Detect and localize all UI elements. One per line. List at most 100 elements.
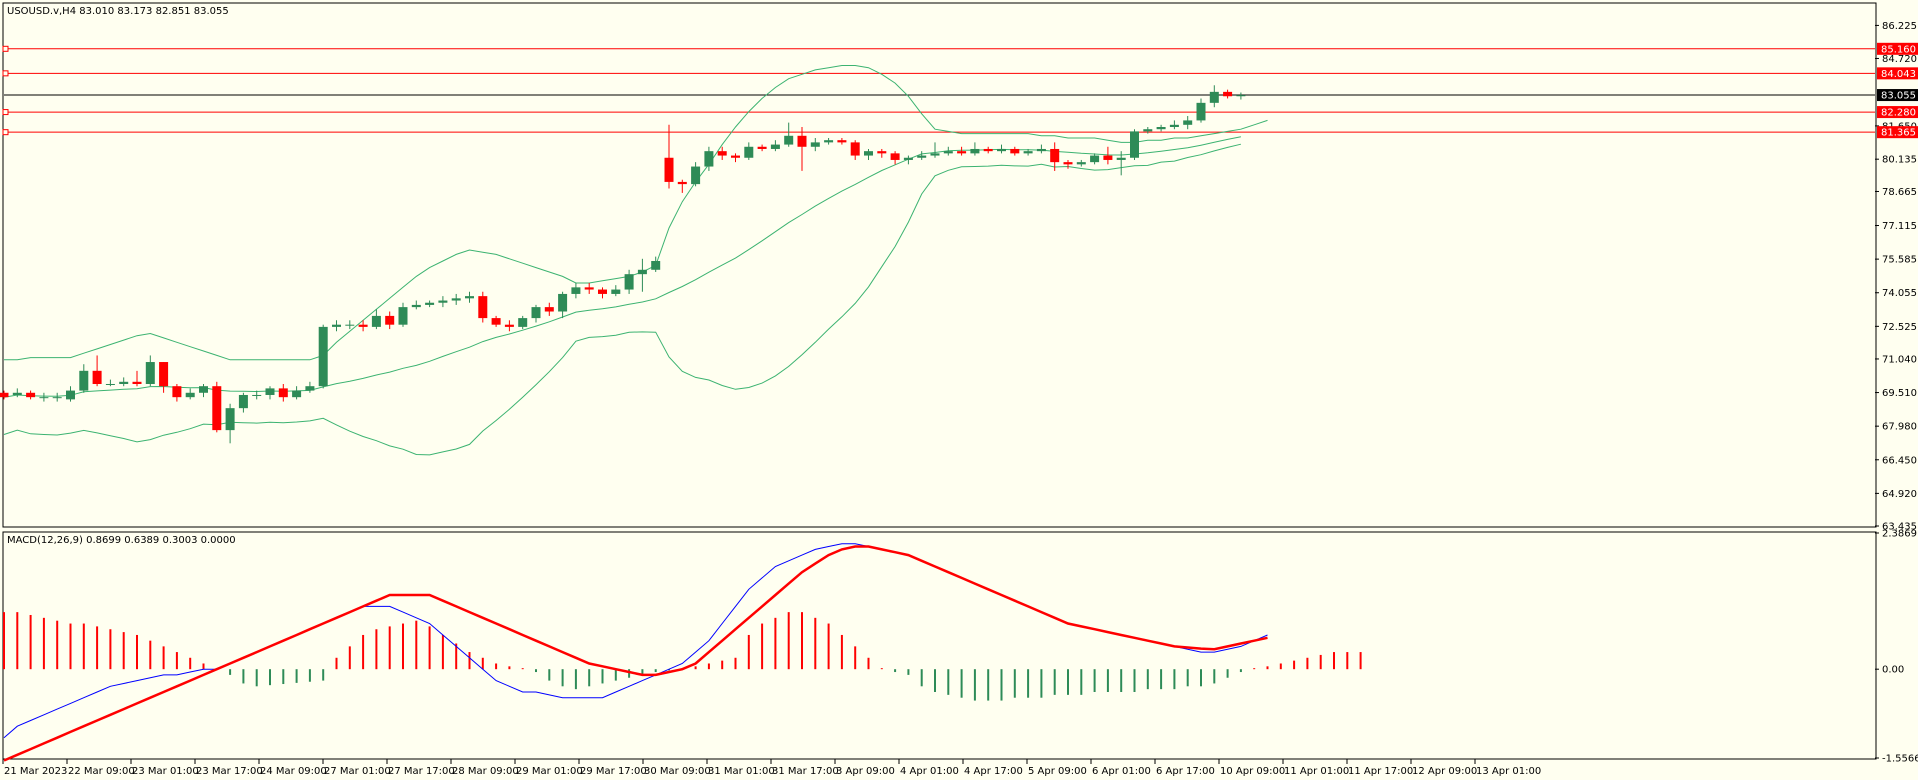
candle-body[interactable] [345, 324, 355, 326]
candle-body[interactable] [398, 307, 408, 325]
candle-body[interactable] [385, 315, 395, 325]
candle-body[interactable] [677, 181, 687, 185]
candle-body[interactable] [79, 370, 89, 391]
candle-body[interactable] [571, 287, 581, 294]
candle-body[interactable] [438, 300, 448, 303]
candle-body[interactable] [66, 390, 75, 400]
candle-body[interactable] [598, 289, 607, 294]
candle-body[interactable] [624, 274, 634, 290]
candle-body[interactable] [611, 289, 621, 294]
candle-body[interactable] [1223, 91, 1233, 97]
candle-body[interactable] [810, 142, 820, 147]
candle-body[interactable] [212, 386, 222, 431]
candle-body[interactable] [850, 142, 860, 156]
candle-body[interactable] [890, 153, 900, 160]
candle-body[interactable] [478, 296, 488, 319]
candle-body[interactable] [864, 151, 873, 156]
candle-body[interactable] [465, 296, 474, 299]
candle-body[interactable] [371, 315, 381, 327]
candle-body[interactable] [159, 362, 169, 387]
candle-body[interactable] [637, 269, 647, 275]
candle-body[interactable] [358, 324, 368, 327]
candle-body[interactable] [903, 157, 913, 160]
candle-body[interactable] [185, 392, 195, 398]
candle-body[interactable] [278, 388, 288, 398]
candle-body[interactable] [1076, 162, 1086, 165]
level-anchor-handle[interactable] [2, 109, 9, 116]
macd-panel[interactable]: 2.3869 0.00 -1.5566 MACD(12,26,9) 0.8699 0… [2, 529, 1918, 765]
candle-body[interactable] [52, 397, 62, 399]
price-panel[interactable]: 86.22584.72081.65080.13578.66577.11575.5… [0, 2, 1918, 533]
candle-body[interactable] [731, 155, 740, 158]
candle-body[interactable] [504, 324, 514, 327]
candle-body[interactable] [1116, 157, 1126, 160]
candle-body[interactable] [957, 151, 967, 154]
candle-body[interactable] [1036, 148, 1046, 152]
candle-body[interactable] [1103, 155, 1113, 160]
candle-body[interactable] [970, 148, 980, 154]
candle-body[interactable] [917, 155, 927, 158]
candle-body[interactable] [717, 151, 727, 156]
candle-body[interactable] [411, 304, 421, 308]
candle-body[interactable] [704, 151, 714, 167]
candle-body[interactable] [770, 144, 780, 149]
candle-body[interactable] [26, 392, 36, 398]
candle-body[interactable] [997, 148, 1006, 152]
candle-body[interactable] [1236, 95, 1246, 97]
candle-body[interactable] [1183, 120, 1193, 125]
level-anchor-handle[interactable] [2, 70, 9, 77]
candle-body[interactable] [1196, 102, 1206, 121]
candle-body[interactable] [1143, 129, 1153, 132]
candle-body[interactable] [105, 383, 115, 385]
candle-body[interactable] [1023, 151, 1033, 154]
candle-body[interactable] [983, 148, 993, 152]
candle-body[interactable] [172, 386, 182, 398]
candle-body[interactable] [824, 140, 834, 143]
candle-body[interactable] [0, 392, 9, 398]
candle-body[interactable] [265, 388, 275, 395]
candle-body[interactable] [451, 298, 461, 301]
level-anchor-handle[interactable] [2, 45, 9, 52]
candle-body[interactable] [1063, 162, 1073, 165]
candle-body[interactable] [531, 307, 541, 319]
candle-body[interactable] [691, 166, 701, 185]
candle-body[interactable] [877, 151, 887, 154]
candle-body[interactable] [305, 386, 315, 391]
candle-body[interactable] [1050, 148, 1060, 163]
candle-body[interactable] [12, 392, 22, 395]
candle-body[interactable] [744, 146, 754, 158]
candle-body[interactable] [1010, 148, 1020, 154]
candle-body[interactable] [225, 408, 235, 431]
candle-body[interactable] [145, 362, 155, 384]
candle-body[interactable] [664, 157, 674, 182]
candle-body[interactable] [797, 135, 807, 147]
candle-body[interactable] [491, 318, 501, 325]
candle-body[interactable] [1156, 127, 1166, 130]
candle-body[interactable] [837, 140, 847, 143]
candle-body[interactable] [119, 381, 129, 384]
candle-body[interactable] [39, 397, 49, 399]
candle-body[interactable] [930, 153, 940, 156]
candle-body[interactable] [544, 307, 554, 312]
candle-body[interactable] [1130, 131, 1139, 158]
candle-body[interactable] [252, 394, 262, 396]
candle-body[interactable] [784, 135, 794, 145]
candle-body[interactable] [425, 302, 435, 305]
candle-body[interactable] [1209, 91, 1219, 103]
candle-body[interactable] [318, 326, 328, 387]
candle-body[interactable] [92, 370, 102, 384]
level-anchor-handle[interactable] [2, 129, 9, 136]
candle-body[interactable] [199, 386, 208, 393]
candle-body[interactable] [132, 381, 142, 384]
candle-body[interactable] [757, 146, 767, 149]
candle-body[interactable] [558, 293, 568, 312]
candle-body[interactable] [651, 260, 661, 270]
candle-body[interactable] [292, 390, 302, 398]
candle-body[interactable] [332, 324, 341, 327]
candle-body[interactable] [238, 394, 248, 409]
candle-body[interactable] [518, 318, 528, 327]
candle-body[interactable] [943, 151, 953, 154]
candle-body[interactable] [1090, 155, 1100, 163]
candle-body[interactable] [1169, 124, 1179, 128]
